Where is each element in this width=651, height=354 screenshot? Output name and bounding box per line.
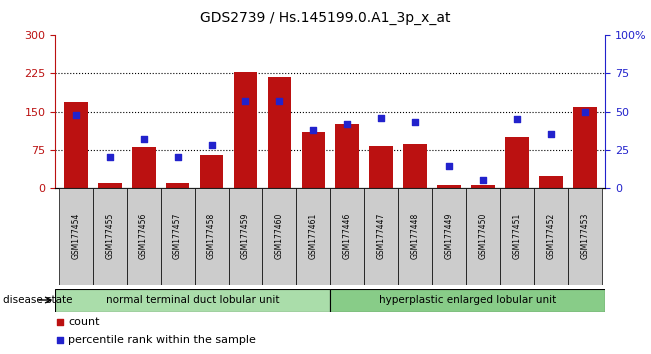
Bar bbox=[127, 188, 161, 285]
Bar bbox=[404, 144, 427, 188]
Point bbox=[308, 127, 318, 133]
Bar bbox=[534, 188, 568, 285]
Point bbox=[104, 154, 115, 160]
Bar bbox=[55, 289, 330, 312]
Text: GSM177456: GSM177456 bbox=[139, 213, 148, 259]
Text: GSM177446: GSM177446 bbox=[343, 213, 352, 259]
Point bbox=[240, 98, 251, 104]
Text: GSM177451: GSM177451 bbox=[512, 213, 521, 259]
Bar bbox=[132, 147, 156, 188]
Text: GSM177457: GSM177457 bbox=[173, 213, 182, 259]
Text: GSM177461: GSM177461 bbox=[309, 213, 318, 259]
Point bbox=[580, 109, 590, 114]
Text: GSM177452: GSM177452 bbox=[547, 213, 555, 259]
Bar bbox=[365, 188, 398, 285]
Text: GDS2739 / Hs.145199.0.A1_3p_x_at: GDS2739 / Hs.145199.0.A1_3p_x_at bbox=[201, 11, 450, 25]
Bar bbox=[330, 188, 365, 285]
Text: GSM177453: GSM177453 bbox=[581, 213, 590, 259]
Point bbox=[173, 154, 183, 160]
Text: count: count bbox=[68, 318, 100, 327]
Bar bbox=[200, 155, 223, 188]
Bar bbox=[398, 188, 432, 285]
Text: GSM177455: GSM177455 bbox=[105, 213, 114, 259]
Bar bbox=[500, 188, 534, 285]
Bar bbox=[59, 188, 92, 285]
Bar bbox=[195, 188, 229, 285]
Bar bbox=[296, 188, 330, 285]
Point bbox=[342, 121, 353, 126]
Bar bbox=[262, 188, 296, 285]
Point bbox=[55, 337, 65, 342]
Bar bbox=[466, 188, 500, 285]
Bar bbox=[432, 188, 466, 285]
Text: GSM177459: GSM177459 bbox=[241, 213, 250, 259]
Text: disease state: disease state bbox=[3, 295, 73, 305]
Bar bbox=[98, 183, 122, 188]
Bar bbox=[369, 146, 393, 188]
Point bbox=[512, 116, 522, 122]
Text: GSM177460: GSM177460 bbox=[275, 213, 284, 259]
Bar bbox=[471, 185, 495, 188]
Point bbox=[410, 119, 421, 125]
Bar bbox=[234, 72, 257, 188]
Bar bbox=[161, 188, 195, 285]
Bar bbox=[268, 77, 292, 188]
Point bbox=[55, 320, 65, 325]
Point bbox=[376, 115, 387, 120]
Point bbox=[206, 142, 217, 148]
Text: GSM177447: GSM177447 bbox=[377, 213, 386, 259]
Point bbox=[70, 112, 81, 118]
Bar bbox=[229, 188, 262, 285]
Bar bbox=[568, 188, 602, 285]
Bar bbox=[437, 185, 461, 188]
Text: GSM177454: GSM177454 bbox=[71, 213, 80, 259]
Point bbox=[139, 136, 149, 142]
Point bbox=[274, 98, 284, 104]
Text: GSM177449: GSM177449 bbox=[445, 213, 454, 259]
Bar bbox=[505, 137, 529, 188]
Bar bbox=[573, 108, 597, 188]
Point bbox=[546, 131, 557, 137]
Text: GSM177450: GSM177450 bbox=[478, 213, 488, 259]
Bar bbox=[166, 183, 189, 188]
Point bbox=[444, 164, 454, 169]
Text: normal terminal duct lobular unit: normal terminal duct lobular unit bbox=[106, 295, 280, 305]
Bar bbox=[335, 124, 359, 188]
Bar bbox=[64, 102, 88, 188]
Text: GSM177448: GSM177448 bbox=[411, 213, 420, 259]
Point bbox=[478, 177, 488, 183]
Text: hyperplastic enlarged lobular unit: hyperplastic enlarged lobular unit bbox=[380, 295, 557, 305]
Text: GSM177458: GSM177458 bbox=[207, 213, 216, 259]
Bar bbox=[92, 188, 127, 285]
Bar bbox=[301, 132, 326, 188]
Bar bbox=[539, 176, 563, 188]
Bar bbox=[330, 289, 605, 312]
Text: percentile rank within the sample: percentile rank within the sample bbox=[68, 335, 256, 344]
